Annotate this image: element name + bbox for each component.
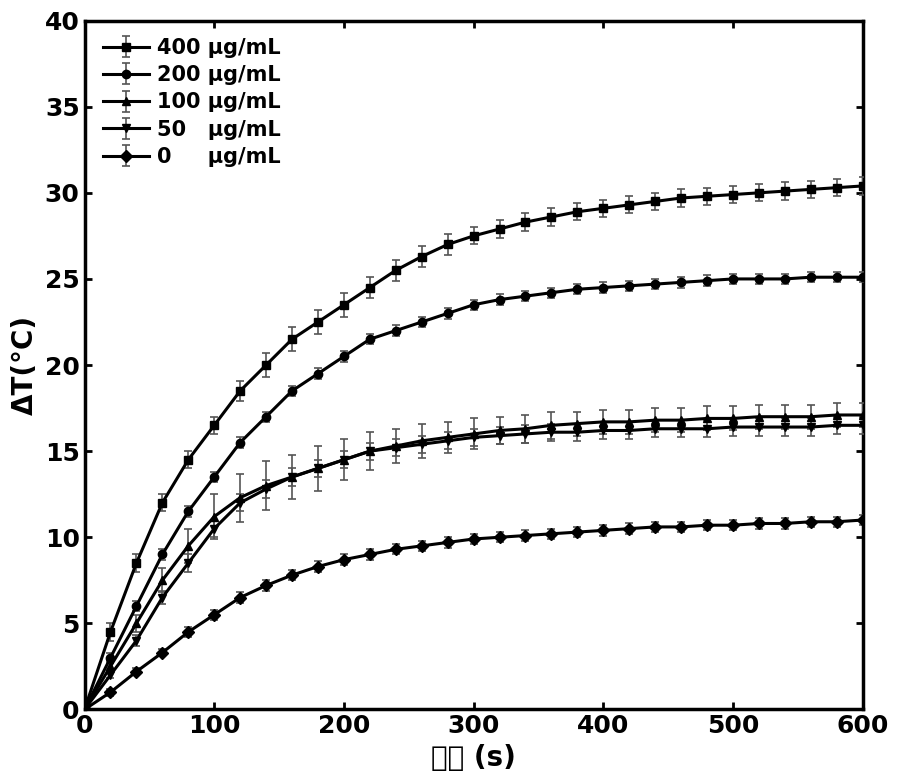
X-axis label: 时间 (s): 时间 (s) <box>431 744 516 772</box>
Legend: 400 μg/mL, 200 μg/mL, 100 μg/mL, 50   μg/mL, 0     μg/mL: 400 μg/mL, 200 μg/mL, 100 μg/mL, 50 μg/m… <box>103 38 281 167</box>
Y-axis label: ΔT(°C): ΔT(°C) <box>11 315 39 415</box>
